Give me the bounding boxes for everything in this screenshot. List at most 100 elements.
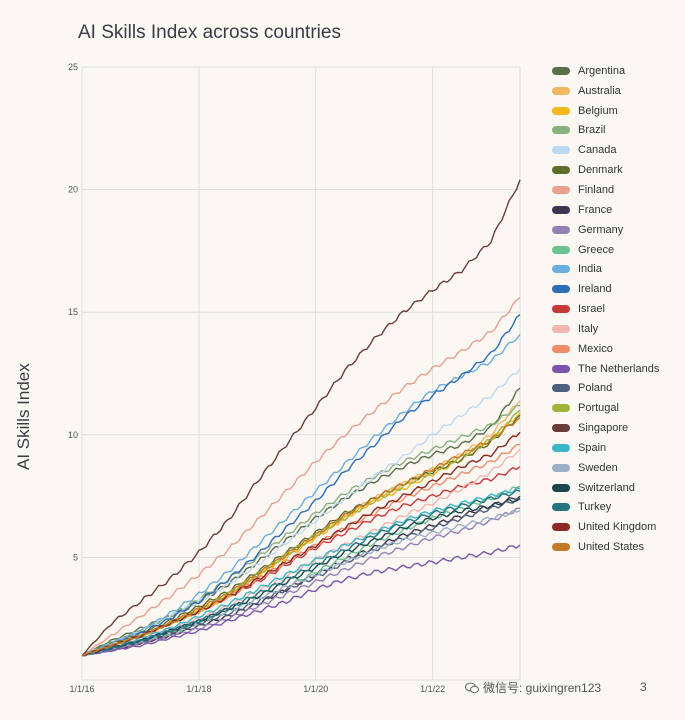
legend-label: United States — [578, 541, 645, 554]
series-lines — [81, 179, 521, 657]
legend-item: Argentina — [552, 61, 659, 81]
legend-item: Turkey — [552, 498, 659, 518]
legend-swatch — [552, 126, 570, 135]
legend-label: Israel — [578, 303, 605, 316]
legend-label: The Netherlands — [578, 362, 660, 375]
legend-label: Denmark — [578, 164, 623, 177]
series-line-brazil — [81, 404, 521, 657]
series-line-canada — [81, 368, 521, 657]
legend-swatch — [552, 523, 570, 532]
series-line-turkey — [81, 489, 521, 657]
legend-item: Denmark — [552, 160, 659, 180]
legend-item: Portugal — [552, 398, 659, 418]
legend-swatch — [552, 245, 570, 254]
plot-frame — [81, 66, 521, 681]
legend-label: Turkey — [578, 501, 612, 514]
legend-item: The Netherlands — [552, 359, 659, 379]
legend-swatch — [552, 225, 570, 234]
legend-item: Sweden — [552, 458, 659, 478]
legend-swatch — [552, 424, 570, 433]
legend-swatch — [552, 443, 570, 452]
legend-swatch — [552, 543, 570, 552]
x-tick-label: 1/1/16 — [69, 684, 94, 694]
legend-swatch — [552, 364, 570, 373]
legend-swatch — [552, 106, 570, 115]
series-line-united-kingdom — [81, 431, 521, 657]
legend-label: France — [578, 203, 613, 216]
legend-label: Finland — [578, 183, 615, 196]
legend-swatch — [552, 324, 570, 333]
legend-item: Italy — [552, 319, 659, 339]
series-line-finland — [81, 296, 521, 657]
legend-item: Israel — [552, 299, 659, 319]
legend-swatch — [552, 344, 570, 353]
legend-label: Mexico — [578, 342, 613, 355]
series-line-united-states — [81, 417, 521, 657]
series-line-spain — [81, 487, 521, 657]
legend-label: Brazil — [578, 124, 606, 137]
x-tick-label: 1/1/20 — [303, 684, 328, 694]
legend-label: Belgium — [578, 104, 618, 117]
series-line-singapore — [81, 179, 521, 657]
legend-label: Ireland — [578, 283, 612, 296]
page-number: 3 — [640, 680, 647, 694]
legend-label: Sweden — [578, 461, 618, 474]
series-line-sweden — [81, 509, 521, 657]
legend-item: France — [552, 200, 659, 220]
legend-swatch — [552, 265, 570, 274]
series-line-france — [82, 495, 521, 657]
series-line-denmark — [81, 414, 521, 657]
x-tick-label: 1/1/18 — [186, 684, 211, 694]
legend-swatch — [552, 305, 570, 314]
legend-item: Brazil — [552, 121, 659, 141]
legend-label: Australia — [578, 84, 621, 97]
legend: Argentina Australia Belgium Brazil Canada Den… — [552, 61, 659, 557]
y-tick-label: 5 — [73, 552, 78, 562]
legend-swatch — [552, 503, 570, 512]
legend-label: Canada — [578, 144, 617, 157]
legend-label: Greece — [578, 243, 615, 256]
legend-item: United Kingdom — [552, 517, 659, 537]
x-tick-label: 1/1/22 — [420, 684, 445, 694]
series-line-ireland — [81, 314, 521, 657]
y-tick-label: 25 — [68, 62, 78, 72]
legend-swatch — [552, 185, 570, 194]
legend-item: Canada — [552, 140, 659, 160]
legend-item: Germany — [552, 220, 659, 240]
legend-item: India — [552, 259, 659, 279]
legend-label: Singapore — [578, 422, 629, 435]
legend-item: Spain — [552, 438, 659, 458]
wechat-icon — [465, 682, 479, 693]
legend-item: Finland — [552, 180, 659, 200]
watermark: 微信号: guixingren123 — [465, 679, 601, 696]
legend-swatch — [552, 285, 570, 294]
legend-label: Portugal — [578, 402, 619, 415]
watermark-text: 微信号: guixingren123 — [483, 681, 602, 695]
legend-item: Belgium — [552, 101, 659, 121]
legend-label: Argentina — [578, 64, 626, 77]
y-tick-labels: 5 10 15 20 25 — [68, 62, 78, 562]
legend-swatch — [552, 166, 570, 175]
series-line-the-netherlands — [81, 544, 521, 657]
legend-label: India — [578, 263, 602, 276]
legend-swatch — [552, 86, 570, 95]
legend-label: Spain — [578, 441, 607, 454]
legend-swatch — [552, 205, 570, 214]
legend-item: Ireland — [552, 279, 659, 299]
legend-label: Switzerland — [578, 481, 635, 494]
line-chart-plot: 5 10 15 20 25 1/1/16 1/1/18 1/1/20 1/1/22 — [68, 62, 521, 694]
legend-swatch — [552, 483, 570, 492]
y-tick-label: 10 — [68, 430, 78, 440]
legend-label: United Kingdom — [578, 521, 657, 534]
legend-swatch — [552, 404, 570, 413]
series-line-greece — [81, 485, 521, 657]
grid-lines — [81, 66, 521, 681]
legend-swatch — [552, 146, 570, 155]
legend-item: Switzerland — [552, 478, 659, 498]
legend-label: Germany — [578, 223, 624, 236]
legend-label: Poland — [578, 382, 613, 395]
x-tick-labels: 1/1/16 1/1/18 1/1/20 1/1/22 — [69, 684, 445, 694]
legend-swatch — [552, 463, 570, 472]
y-tick-label: 20 — [68, 185, 78, 195]
y-tick-label: 15 — [68, 307, 78, 317]
